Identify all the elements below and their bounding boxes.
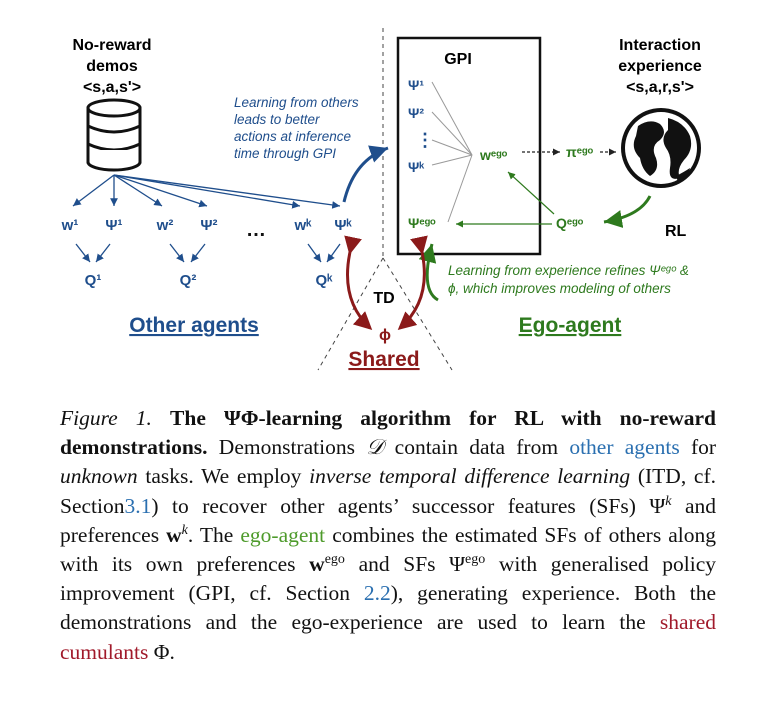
blue-note-line-4: time through GPI <box>234 146 336 161</box>
arrow-to-wk <box>113 174 301 209</box>
gpi-psi-ego: Ψᵉᵍᵒ <box>408 215 436 231</box>
q2-label: Q² <box>180 272 197 289</box>
psi-phi-diagram: No-reward demos <s,a,s'> w¹ Ψ¹ w² Ψ² … w… <box>61 28 702 371</box>
caption-k-2: k <box>181 522 188 538</box>
dataset-symbol: 𝒟 <box>366 435 384 460</box>
ego-agent-label: Ego-agent <box>519 314 622 337</box>
figure-label: Figure 1. <box>60 406 152 430</box>
hdots-label: … <box>246 219 266 241</box>
caption-text-10: and SFs Ψ <box>358 552 466 577</box>
gpi-psi-2: Ψ² <box>408 105 424 121</box>
arrow-w1-q1 <box>75 243 91 263</box>
caption-text-5: (ITD, cf. Section <box>60 464 717 518</box>
rl-label: RL <box>665 223 687 240</box>
arrow-psi2-q2 <box>190 243 206 263</box>
td-arrow-right <box>397 235 428 330</box>
gpi-psi-1: Ψ¹ <box>408 77 424 93</box>
caption-w-ego: w <box>309 552 325 577</box>
globe-icon <box>621 108 701 188</box>
phi-label: ϕ <box>379 327 391 344</box>
gpi-box <box>396 36 542 256</box>
psi2-label: Ψ² <box>200 217 217 234</box>
blue-note-line-2: leads to better <box>234 112 320 127</box>
arrow-wk-qk <box>307 243 322 263</box>
q1-label: Q¹ <box>85 272 102 289</box>
caption-ego-sup-2: ego <box>465 551 486 567</box>
caption-text-9: combines the estimated SFs of others alo… <box>60 522 717 577</box>
psi1-label: Ψ¹ <box>105 217 122 234</box>
blue-note-line-3: actions at inference <box>234 129 351 144</box>
rl-arrow <box>603 195 652 228</box>
gpi-dots: ⋮ <box>416 130 434 150</box>
caption-text-4: tasks. We employ <box>145 464 302 489</box>
arrow-psi1-q1 <box>95 243 111 263</box>
arrow-to-w2 <box>113 174 163 207</box>
interaction-title-1: Interaction <box>619 37 701 54</box>
interaction-tuple: <s,a,r,s'> <box>626 79 694 96</box>
caption-k: k <box>665 493 672 509</box>
caption-text-1: Demonstrations <box>218 435 355 460</box>
arrow-q-to-w <box>507 171 555 215</box>
arrow-w2-q2 <box>169 243 185 263</box>
wk-label: wᵏ <box>294 217 313 234</box>
td-label: TD <box>373 290 394 307</box>
caption-text-11: with generalised policy improvement (GPI… <box>60 552 717 606</box>
demos-title-1: No-reward <box>72 37 151 54</box>
caption-text-8: . The <box>187 522 234 547</box>
caption-w: w <box>166 522 182 547</box>
w2-label: w² <box>156 217 174 234</box>
caption-unknown: unknown <box>60 464 138 489</box>
caption-text-7: and preferences <box>60 493 716 547</box>
database-icon <box>86 98 142 172</box>
green-note-line-1: Learning from experience refines Ψᵉᵍᵒ & <box>448 263 689 278</box>
caption-title: The ΨΦ-learning algorithm for RL with no… <box>60 406 717 460</box>
caption-text-12: ), generating experience. Both the demon… <box>60 581 717 635</box>
blue-note-line-1: Learning from others <box>234 95 359 110</box>
psik-label: Ψᵏ <box>334 217 352 234</box>
td-arrow-left <box>344 235 373 331</box>
other-agents-label: Other agents <box>129 314 259 337</box>
gpi-label: GPI <box>444 51 472 68</box>
figure-caption: Figure 1. The ΨΦ-learning algorithm for … <box>60 404 716 667</box>
caption-itd: inverse temporal difference learning <box>309 464 631 489</box>
interaction-title-2: experience <box>618 58 702 75</box>
caption-ego-sup: ego <box>324 551 345 567</box>
caption-text-3: for <box>690 435 717 460</box>
other-agents-link[interactable]: other agents <box>569 435 680 460</box>
arrow-to-psi2 <box>113 174 208 208</box>
w-ego-label: wᵉᵍᵒ <box>479 147 508 163</box>
arrow-to-psik <box>113 174 341 209</box>
section-3-1-link[interactable]: 3.1 <box>124 493 152 518</box>
shared-cumulants-link[interactable]: shared cumulants <box>60 610 717 664</box>
caption-text-6: ) to recover other agents’ successor fea… <box>151 493 666 518</box>
pi-ego-label: πᵉᵍᵒ <box>566 144 593 160</box>
qk-label: Qᵏ <box>316 272 334 289</box>
arrow-to-w1 <box>72 174 115 207</box>
shared-label: Shared <box>348 348 419 371</box>
arrow-psik-qk <box>326 243 341 263</box>
green-note-line-2: ϕ, which improves modeling of others <box>448 281 671 296</box>
demos-title-2: demos <box>86 58 138 75</box>
caption-text-2: contain data from <box>394 435 559 460</box>
caption-text-13: Φ. <box>153 639 175 664</box>
demos-tuple: <s,a,s'> <box>83 79 141 96</box>
section-2-2-link[interactable]: 2.2 <box>363 581 391 606</box>
q-ego-label: Qᵉᵍᵒ <box>556 215 584 231</box>
ego-agent-link[interactable]: ego-agent <box>240 522 326 547</box>
curved-blue-arrow <box>342 145 389 203</box>
gpi-psi-k: Ψᵏ <box>408 159 424 175</box>
w1-label: w¹ <box>61 217 79 234</box>
